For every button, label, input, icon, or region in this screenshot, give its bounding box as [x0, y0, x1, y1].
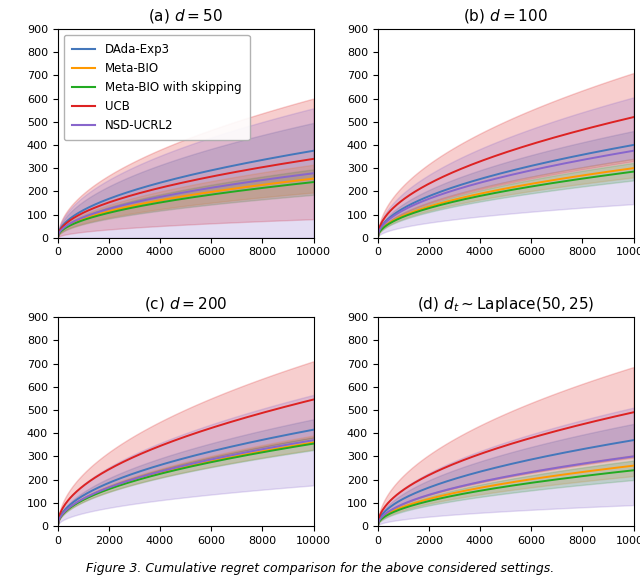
Title: (a) $d = 50$: (a) $d = 50$: [148, 7, 223, 25]
Title: (d) $d_t \sim \mathrm{Laplace}(50, 25)$: (d) $d_t \sim \mathrm{Laplace}(50, 25)$: [417, 295, 595, 314]
Legend: DAda-Exp3, Meta-BIO, Meta-BIO with skipping, UCB, NSD-UCRL2: DAda-Exp3, Meta-BIO, Meta-BIO with skipp…: [63, 35, 250, 140]
Text: Figure 3. Cumulative regret comparison for the above considered settings.: Figure 3. Cumulative regret comparison f…: [86, 562, 554, 575]
Title: (c) $d = 200$: (c) $d = 200$: [144, 295, 227, 313]
Title: (b) $d = 100$: (b) $d = 100$: [463, 7, 548, 25]
